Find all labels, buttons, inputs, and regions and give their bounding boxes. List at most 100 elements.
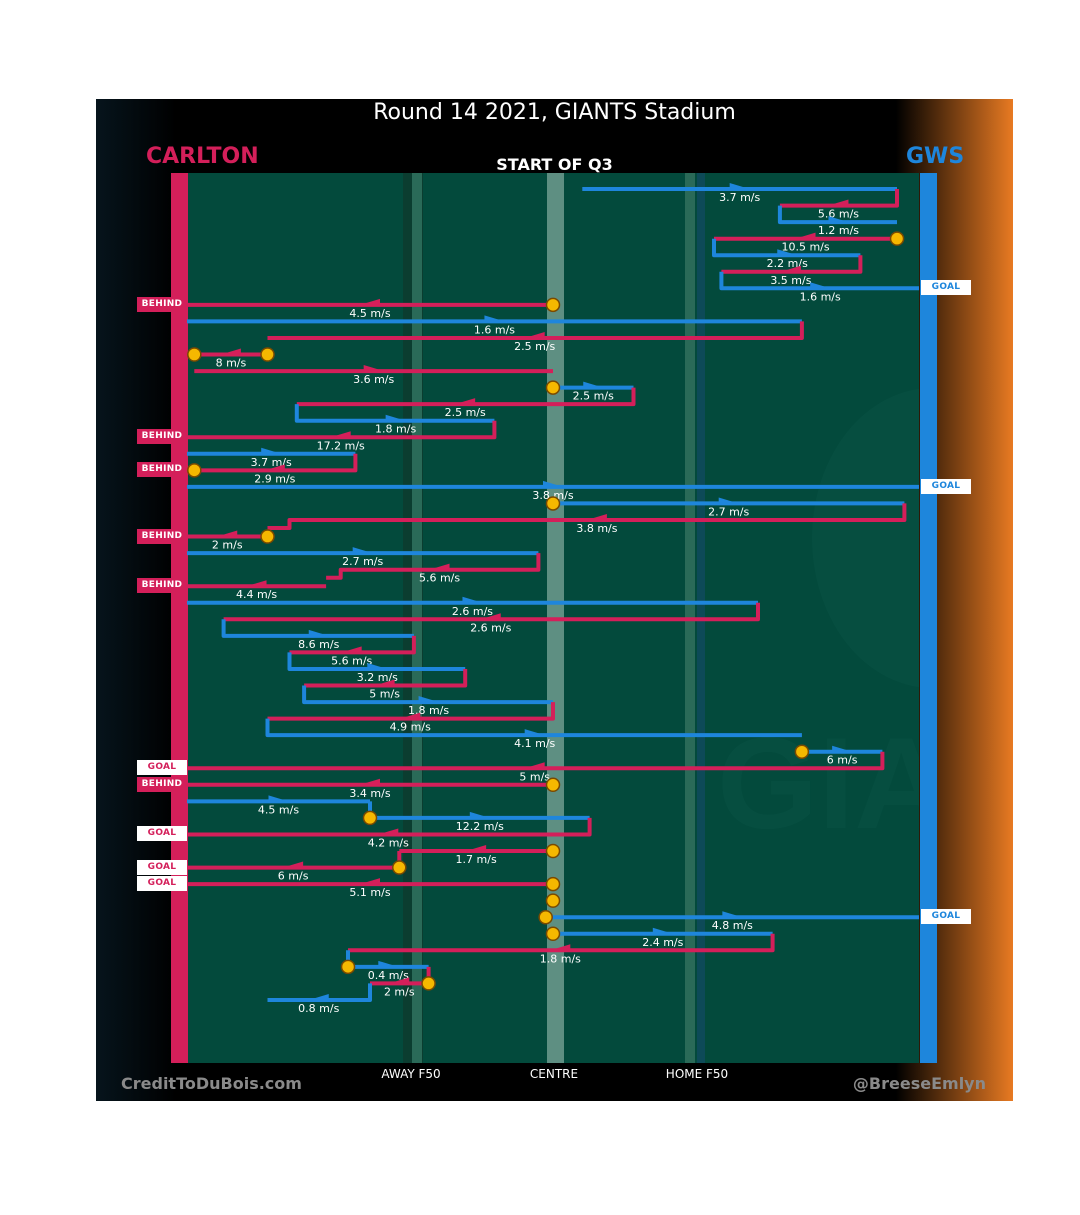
direction-arrow — [832, 745, 853, 752]
chain-line — [223, 602, 760, 622]
chain-line — [221, 619, 414, 638]
speed-label: 5.1 m/s — [349, 886, 390, 899]
outcome-badge: GOAL — [921, 280, 971, 296]
speed-label: 3.4 m/s — [349, 787, 390, 800]
team-gws-label: GWS — [906, 144, 965, 169]
speed-label: 2 m/s — [384, 985, 415, 998]
speed-label: 4.5 m/s — [349, 307, 390, 320]
direction-arrow — [828, 216, 849, 223]
direction-arrow — [363, 365, 384, 372]
direction-arrow — [308, 629, 329, 636]
ball-marker — [545, 777, 561, 793]
speed-label: 2.4 m/s — [642, 936, 683, 949]
ball-marker — [545, 893, 561, 908]
outcome-badge: GOAL — [921, 478, 971, 494]
speed-label: 4.9 m/s — [390, 721, 431, 734]
speed-label: 1.8 m/s — [375, 423, 416, 436]
direction-arrow — [722, 911, 743, 918]
direction-arrow — [469, 811, 490, 818]
speed-label: 3.7 m/s — [251, 456, 292, 469]
speed-label: 2.5 m/s — [514, 340, 555, 353]
direction-arrow — [777, 249, 798, 256]
chain-line — [719, 271, 919, 291]
direction-arrow — [462, 596, 483, 603]
speed-label: 8 m/s — [216, 357, 247, 370]
direction-arrow — [543, 480, 563, 487]
outcome-badge: GOAL — [137, 760, 187, 776]
team-carlton-label: CARLTON — [146, 144, 259, 169]
direction-arrow — [583, 381, 604, 388]
chain-line — [187, 751, 885, 771]
ball-marker — [392, 860, 407, 875]
outcome-badge: BEHIND — [137, 528, 187, 544]
speed-label: 2.7 m/s — [342, 555, 383, 568]
ball-marker — [545, 843, 561, 859]
direction-arrow — [586, 514, 607, 520]
direction-arrow — [341, 646, 362, 653]
speed-label: 2 m/s — [212, 539, 243, 552]
direction-arrow — [261, 447, 282, 454]
speed-label: 4.8 m/s — [712, 919, 753, 932]
direction-arrow — [268, 795, 289, 802]
speed-label: 2.6 m/s — [470, 621, 511, 634]
speed-label: 6 m/s — [278, 870, 309, 883]
direction-arrow — [550, 944, 571, 951]
speed-label: 3.8 m/s — [532, 489, 573, 502]
direction-arrow — [466, 845, 487, 851]
chain-line — [304, 669, 468, 688]
speed-label: 17.2 m/s — [317, 439, 365, 452]
chain-line — [721, 255, 863, 274]
speed-label: 10.5 m/s — [781, 241, 829, 254]
speed-label: 2.7 m/s — [708, 505, 749, 518]
ball-marker — [260, 347, 275, 362]
ball-marker — [545, 876, 561, 892]
direction-arrow — [828, 199, 849, 206]
direction-arrow — [400, 712, 421, 719]
axis-label-home-f50: HOME F50 — [665, 1067, 729, 1081]
direction-arrow — [360, 778, 380, 785]
chain-line — [294, 404, 495, 423]
ball-marker — [889, 231, 905, 246]
ball-marker — [545, 496, 561, 511]
direction-arrow — [524, 331, 545, 338]
chain-line — [265, 718, 802, 738]
chain-line — [289, 635, 416, 655]
direction-arrow — [795, 232, 816, 239]
speed-label: 1.8 m/s — [540, 952, 581, 965]
direction-arrow — [264, 464, 285, 471]
axis-label-centre: CENTRE — [529, 1067, 579, 1081]
speed-label: 4.2 m/s — [368, 836, 409, 849]
speed-label: 4.1 m/s — [514, 737, 555, 750]
outcome-badge: BEHIND — [137, 429, 187, 445]
direction-arrow — [429, 563, 450, 570]
direction-arrow — [246, 580, 267, 587]
speed-label: 4.5 m/s — [258, 803, 299, 816]
ball-marker — [545, 297, 561, 313]
ball-marker — [362, 810, 378, 826]
direction-arrow — [220, 348, 241, 355]
speed-label: 3.2 m/s — [357, 671, 398, 684]
speed-label: 6 m/s — [827, 754, 858, 767]
direction-arrow — [374, 679, 395, 686]
direction-arrow — [330, 431, 351, 438]
speed-label: 3.8 m/s — [576, 522, 617, 535]
chain-line — [779, 189, 899, 208]
direction-arrow — [217, 530, 238, 537]
ball-marker — [187, 347, 202, 362]
direction-arrow — [418, 696, 439, 703]
chain-line — [287, 652, 466, 671]
speed-label: 1.6 m/s — [800, 290, 841, 303]
speed-label: 5.6 m/s — [331, 654, 372, 667]
speed-label: 3.7 m/s — [719, 191, 760, 204]
speed-label: 0.8 m/s — [298, 1002, 339, 1015]
direction-arrow — [455, 398, 476, 405]
direction-arrow — [389, 977, 410, 984]
speed-label: 2.5 m/s — [573, 390, 614, 403]
direction-arrow — [385, 414, 406, 421]
speed-label: 2.6 m/s — [452, 605, 493, 618]
speed-label: 12.2 m/s — [456, 820, 504, 833]
direction-arrow — [378, 828, 399, 835]
direction-arrow — [729, 183, 750, 189]
outcome-badge: BEHIND — [137, 462, 187, 478]
